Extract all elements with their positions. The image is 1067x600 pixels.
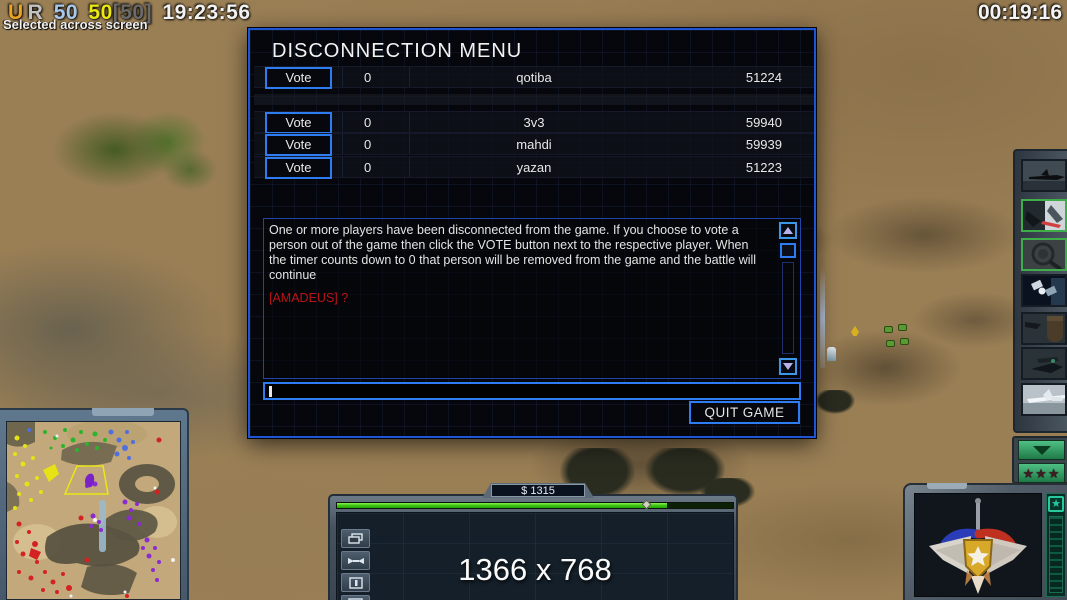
scroll-up-button[interactable]: [779, 222, 797, 239]
score-blue: 50: [53, 1, 79, 24]
minimap-view-frustum: [63, 465, 109, 495]
player-name: qotiba: [516, 70, 552, 85]
unit-vehicle: [898, 324, 907, 331]
score-yellow: 50: [88, 1, 113, 24]
queue-icon-fuel-air-bomb[interactable]: [1021, 312, 1067, 345]
resolution-overlay-text: 1366 x 768: [458, 552, 612, 587]
windows-icon[interactable]: [341, 529, 370, 548]
player-name: mahdi: [516, 137, 552, 152]
vote-count: 0: [364, 115, 372, 130]
power-bar: [336, 499, 734, 510]
quit-game-button[interactable]: QUIT GAME: [689, 401, 800, 424]
unit-vehicle: [884, 326, 893, 333]
chevron-down-icon: [1032, 445, 1051, 455]
minimap-blue-cluster: [27, 428, 135, 460]
vote-count: 0: [364, 160, 372, 175]
score-r: R: [27, 1, 44, 24]
usa-general-emblem-icon: [915, 494, 1041, 596]
minimap-white-dots: [55, 434, 175, 598]
score-u: U: [8, 1, 24, 24]
queue-icon-gunship[interactable]: [1021, 347, 1067, 380]
scrollbar-track[interactable]: [782, 262, 794, 354]
match-timer: 00:19:16: [977, 1, 1062, 24]
vote-button[interactable]: Vote: [265, 67, 332, 89]
wrench-icon[interactable]: [341, 551, 370, 570]
chat-input[interactable]: [263, 382, 801, 400]
player-ping: 59940: [745, 115, 782, 130]
unit-marker: [851, 326, 859, 336]
money-display: $ 1315: [491, 484, 585, 497]
money-tab: $ 1315: [482, 483, 594, 498]
empty-row: [254, 94, 814, 105]
vote-count: 0: [364, 70, 372, 85]
vote-count: 0: [364, 137, 372, 152]
unit-vehicle: [900, 338, 909, 345]
minimap-frame-tab: [92, 408, 154, 416]
power-bar-fill: [337, 503, 667, 508]
dialog-title: DISCONNECTION MENU: [272, 40, 523, 62]
message-box: One or more players have been disconnect…: [263, 218, 801, 379]
player-row: Vote 0 yazan 51223: [254, 156, 814, 179]
queue-icon-fighter-strike[interactable]: [1021, 199, 1067, 232]
down-arrow-icon: [783, 363, 793, 370]
minimap-green-cluster: [43, 428, 107, 452]
tank-silhouette: [815, 390, 855, 414]
queue-icon-spy-satellite[interactable]: [1021, 274, 1067, 307]
player-row: Vote 0 mahdi 59939: [254, 133, 814, 156]
scrollbar-thumb[interactable]: [780, 243, 796, 258]
disconnect-message: One or more players have been disconnect…: [269, 223, 757, 282]
scroll-down-button[interactable]: [779, 358, 797, 375]
minimap[interactable]: [6, 421, 181, 600]
scrollbar: [779, 222, 797, 375]
player-ping: 59939: [745, 137, 782, 152]
queue-icon-strategic-bomber[interactable]: [1021, 159, 1067, 192]
player-row: Vote 0 3v3 59940: [254, 111, 814, 134]
player-ping: 51224: [745, 70, 782, 85]
player-name: 3v3: [523, 115, 545, 130]
beacon-light: [820, 268, 825, 368]
score-bracket: [50]: [112, 1, 153, 24]
minimap-image: [7, 422, 180, 599]
unit-infantry: [827, 347, 836, 361]
rank-strip: ★: [1046, 493, 1066, 597]
queue-icon-recon-scan[interactable]: [1021, 238, 1067, 271]
rank-button-group: ★★★: [1012, 436, 1067, 484]
selection-status: Selected across screen: [3, 17, 148, 32]
pause-frame-icon[interactable]: [341, 573, 370, 592]
queue-icon-spy-drone[interactable]: [1021, 383, 1067, 416]
minimap-panel: [0, 408, 189, 600]
vote-button[interactable]: Vote: [265, 134, 332, 156]
player-name: yazan: [516, 160, 552, 175]
collapse-button[interactable]: [1018, 440, 1065, 460]
vote-button[interactable]: Vote: [265, 157, 332, 179]
chat-message: [AMADEUS] ?: [269, 291, 349, 305]
general-portrait: [914, 493, 1042, 597]
three-stars-icon: ★★★: [1022, 465, 1061, 481]
player-ping: 51223: [745, 160, 782, 175]
command-bar: $ 1315 1366 x 768: [328, 483, 738, 600]
up-arrow-icon: [783, 227, 793, 234]
hud-clock: 19:23:56: [162, 1, 251, 24]
rank-stars-button[interactable]: ★★★: [1018, 463, 1065, 483]
minimap-red-cluster: [15, 437, 162, 598]
sign-icon[interactable]: [341, 595, 370, 600]
minimap-yellow-cluster: [13, 435, 59, 510]
star-in-circle-icon: ★: [1048, 496, 1064, 512]
disconnection-menu-dialog: DISCONNECTION MENU Vote 0 qotiba 51224 V…: [248, 28, 816, 438]
sidebar-queue-panel: [1013, 149, 1067, 433]
portrait-frame-tab: [927, 483, 967, 489]
command-grid: 1366 x 768: [336, 512, 734, 600]
portrait-panel: ★: [903, 483, 1067, 600]
text-caret: [269, 386, 272, 397]
player-row: Vote 0 qotiba 51224: [254, 66, 814, 89]
unit-vehicle: [886, 340, 895, 347]
rank-ladder: [1049, 516, 1063, 593]
